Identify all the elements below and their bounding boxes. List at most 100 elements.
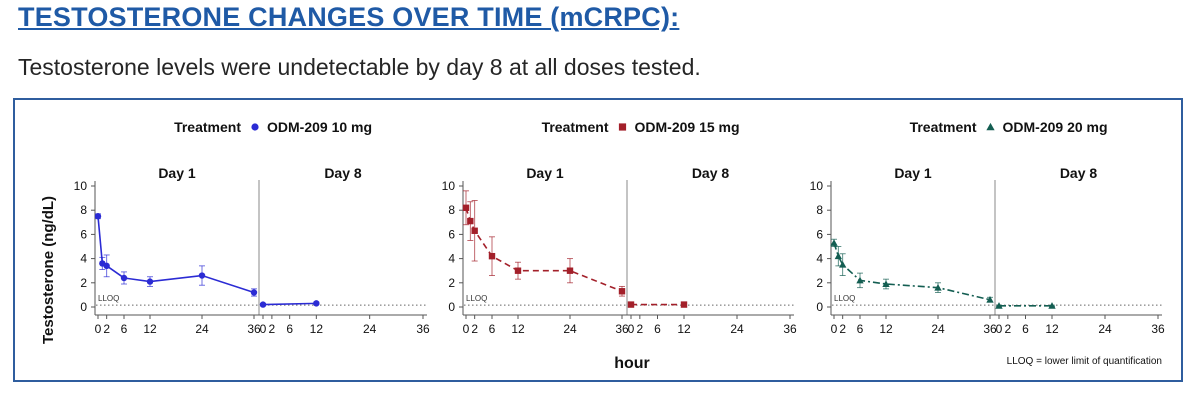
data-point bbox=[313, 300, 320, 307]
y-tick-label: 8 bbox=[448, 203, 455, 217]
y-tick-label: 6 bbox=[80, 227, 87, 241]
x-tick-label-day8: 24 bbox=[1098, 322, 1112, 336]
y-tick-label: 0 bbox=[816, 300, 823, 314]
x-tick-label-day1: 0 bbox=[463, 322, 470, 336]
data-point bbox=[471, 227, 478, 234]
slide-subtitle: Testosterone levels were undetectable by… bbox=[18, 54, 701, 80]
x-tick-label-day1: 36 bbox=[983, 322, 997, 336]
x-tick-label-day8: 36 bbox=[1151, 322, 1165, 336]
data-point bbox=[146, 278, 154, 285]
data-point bbox=[834, 252, 843, 260]
y-tick-label: 4 bbox=[448, 252, 455, 266]
x-tick-label-day1: 12 bbox=[879, 322, 893, 336]
x-tick-label-day1: 6 bbox=[857, 322, 864, 336]
y-tick-label: 10 bbox=[74, 179, 88, 193]
x-tick-label-day8: 12 bbox=[310, 322, 324, 336]
x-tick-label-day1: 2 bbox=[103, 322, 110, 336]
figure-frame: Testosterone (ng/dL) hour LLOQ = lower lim… bbox=[13, 98, 1183, 382]
data-point bbox=[680, 301, 688, 308]
legend-marker bbox=[618, 123, 627, 131]
x-tick-label-day8: 24 bbox=[730, 322, 744, 336]
y-tick-label: 4 bbox=[80, 252, 87, 266]
facet-label-day1: Day 1 bbox=[526, 165, 564, 181]
x-tick-label-day1: 2 bbox=[471, 322, 478, 336]
facet-label-day8: Day 8 bbox=[324, 165, 362, 181]
facet-label-day8: Day 8 bbox=[692, 165, 730, 181]
legend-series-name: ODM-209 10 mg bbox=[267, 119, 372, 135]
data-point bbox=[467, 217, 474, 225]
series-line-day8 bbox=[262, 302, 317, 306]
data-point bbox=[856, 276, 864, 284]
x-tick-label-day8: 36 bbox=[783, 322, 797, 336]
y-tick-label: 4 bbox=[816, 252, 823, 266]
y-tick-label: 6 bbox=[816, 227, 823, 241]
data-point bbox=[103, 262, 110, 270]
x-tick-label-day1: 12 bbox=[143, 322, 157, 336]
testosterone-chart: Testosterone (ng/dL) hour LLOQ = lower lim… bbox=[40, 119, 1165, 372]
legend-series-name: ODM-209 15 mg bbox=[635, 119, 740, 135]
x-tick-label-day1: 24 bbox=[195, 322, 209, 336]
data-point bbox=[934, 283, 942, 291]
x-tick-label-day1: 0 bbox=[831, 322, 838, 336]
series-line-day1 bbox=[97, 216, 255, 294]
legend-title: Treatment bbox=[910, 119, 977, 135]
y-tick-label: 8 bbox=[816, 203, 823, 217]
x-tick-label-day8: 2 bbox=[636, 322, 643, 336]
data-point bbox=[488, 252, 496, 260]
x-tick-label-day8: 12 bbox=[1045, 322, 1059, 336]
series-line-day1 bbox=[465, 207, 623, 293]
x-tick-label-day1: 24 bbox=[563, 322, 577, 336]
x-tick-label-day8: 6 bbox=[654, 322, 661, 336]
x-tick-label-day8: 36 bbox=[416, 322, 430, 336]
data-point bbox=[618, 288, 626, 295]
facet-label-day1: Day 1 bbox=[158, 165, 196, 181]
y-tick-label: 0 bbox=[448, 300, 455, 314]
x-axis-label: hour bbox=[614, 355, 650, 372]
data-point bbox=[838, 260, 847, 268]
legend-marker bbox=[251, 123, 259, 131]
y-tick-label: 10 bbox=[810, 179, 824, 193]
data-point bbox=[198, 272, 206, 279]
x-tick-label-day8: 12 bbox=[677, 322, 691, 336]
data-point bbox=[566, 267, 574, 274]
x-tick-label-day1: 0 bbox=[95, 322, 102, 336]
legend-title: Treatment bbox=[174, 119, 241, 135]
legend-marker bbox=[986, 122, 995, 131]
x-tick-label-day1: 2 bbox=[839, 322, 846, 336]
footnote: LLOQ = lower limit of quantification bbox=[1007, 356, 1162, 367]
x-tick-label-day8: 24 bbox=[363, 322, 377, 336]
data-point bbox=[1048, 302, 1056, 309]
facet-label-day8: Day 8 bbox=[1060, 165, 1098, 181]
legend-title: Treatment bbox=[542, 119, 609, 135]
series-line-day1 bbox=[833, 242, 991, 301]
data-point bbox=[250, 289, 258, 296]
x-tick-label-day1: 6 bbox=[489, 322, 496, 336]
lloq-label: LLOQ bbox=[834, 294, 855, 303]
x-tick-label-day8: 0 bbox=[628, 322, 635, 336]
facet-label-day1: Day 1 bbox=[894, 165, 932, 181]
data-point bbox=[120, 274, 128, 282]
x-tick-label-day8: 0 bbox=[260, 322, 267, 336]
data-point bbox=[830, 239, 838, 246]
y-tick-label: 8 bbox=[80, 203, 87, 217]
data-point bbox=[995, 302, 1003, 309]
x-tick-label-day8: 6 bbox=[1022, 322, 1029, 336]
x-tick-label-day8: 2 bbox=[269, 322, 276, 336]
data-point bbox=[882, 280, 890, 287]
legend-series-name: ODM-209 20 mg bbox=[1003, 119, 1108, 135]
slide-title: TESTOSTERONE CHANGES OVER TIME (mCRPC): bbox=[18, 2, 680, 32]
data-point bbox=[627, 301, 635, 308]
x-tick-label-day1: 36 bbox=[247, 322, 261, 336]
y-axis-label: Testosterone (ng/dL) bbox=[40, 196, 57, 344]
x-tick-label-day8: 2 bbox=[1004, 322, 1011, 336]
data-point bbox=[259, 301, 267, 308]
y-tick-label: 2 bbox=[80, 276, 87, 290]
y-tick-label: 0 bbox=[80, 300, 87, 314]
x-tick-label-day1: 6 bbox=[121, 322, 128, 336]
y-tick-label: 2 bbox=[448, 276, 455, 290]
y-tick-label: 6 bbox=[448, 227, 455, 241]
data-point bbox=[514, 267, 522, 274]
y-tick-label: 10 bbox=[442, 179, 456, 193]
x-tick-label-day1: 12 bbox=[511, 322, 525, 336]
x-tick-label-day1: 24 bbox=[931, 322, 945, 336]
